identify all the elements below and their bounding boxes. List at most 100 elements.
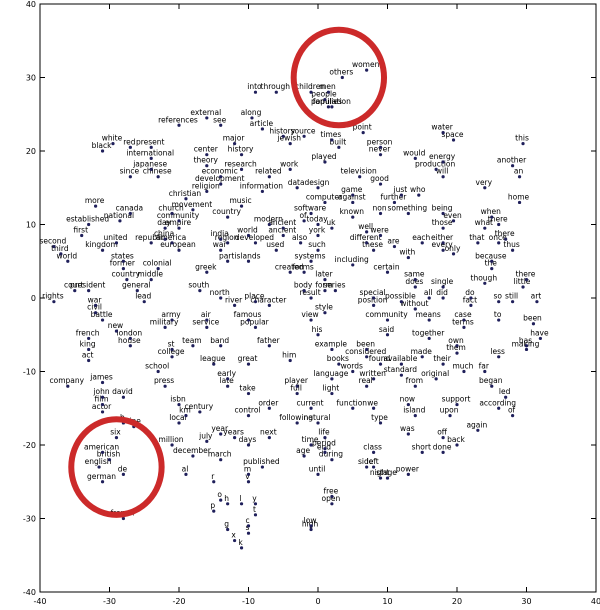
point-label: high — [302, 520, 319, 529]
data-point — [97, 465, 101, 469]
data-point — [385, 318, 390, 322]
point-label: once — [489, 233, 507, 242]
point-label: example — [315, 339, 348, 348]
point-label: international — [126, 148, 174, 157]
point-label: world — [237, 226, 258, 235]
data-point — [149, 278, 153, 282]
point-label: isbn — [170, 395, 186, 404]
point-label: though — [471, 273, 498, 282]
point-label: king — [80, 339, 96, 348]
data-point — [156, 369, 160, 374]
data-point — [219, 432, 223, 436]
point-label: into — [247, 82, 262, 91]
data-point — [490, 384, 494, 388]
point-label: french — [76, 328, 100, 337]
point-label: special — [360, 288, 386, 297]
data-point — [521, 285, 525, 289]
point-label: something — [387, 203, 427, 212]
point-label: early — [217, 369, 236, 378]
point-label: country — [112, 270, 141, 279]
point-label: later — [315, 270, 333, 279]
data-point — [497, 241, 501, 245]
data-point — [372, 296, 376, 300]
data-point — [316, 222, 320, 227]
data-point — [309, 296, 313, 300]
data-point — [337, 145, 341, 149]
data-point — [504, 237, 508, 241]
data-point — [250, 116, 254, 120]
point-label: led — [499, 387, 511, 396]
data-point — [302, 219, 306, 223]
data-point — [121, 395, 125, 399]
point-label: end — [317, 442, 331, 451]
point-label: rights — [42, 292, 64, 301]
point-label: of — [299, 211, 307, 220]
point-label: march — [208, 450, 232, 459]
point-label: school — [145, 362, 169, 371]
point-label: time — [302, 435, 319, 444]
point-label: present — [136, 137, 165, 146]
point-label: references — [158, 115, 198, 124]
data-point — [340, 75, 344, 80]
y-tick-label: -20 — [23, 441, 36, 450]
point-label: natural — [304, 413, 331, 422]
data-point — [462, 318, 466, 322]
data-point — [497, 318, 501, 322]
data-point — [497, 222, 501, 227]
data-point — [483, 369, 487, 374]
point-label: late — [220, 376, 235, 385]
point-label: far — [479, 362, 490, 371]
point-label: water — [431, 123, 453, 132]
point-label: real — [359, 376, 373, 385]
data-point — [326, 105, 331, 109]
point-label: center — [194, 145, 219, 154]
data-point — [385, 476, 390, 480]
point-label: would — [403, 148, 426, 157]
data-point — [330, 458, 334, 462]
data-point — [365, 241, 369, 245]
point-label: p — [210, 501, 215, 510]
data-point — [497, 300, 501, 304]
point-label: people — [311, 90, 337, 99]
point-label: with — [399, 248, 415, 257]
data-point — [302, 454, 306, 458]
data-point — [295, 391, 299, 396]
data-point — [441, 211, 445, 216]
point-label: third — [51, 244, 69, 253]
x-tick-label: -40 — [33, 597, 46, 606]
data-point — [253, 513, 258, 517]
point-label: there — [495, 229, 515, 238]
point-label: books — [327, 354, 349, 363]
point-label: year — [211, 424, 229, 433]
data-point — [128, 336, 132, 341]
point-label: character — [250, 295, 287, 304]
point-label: night — [370, 468, 389, 477]
data-point — [448, 414, 452, 418]
point-label: h — [224, 494, 229, 503]
point-label: type — [371, 413, 388, 422]
data-point — [156, 175, 160, 179]
point-label: c — [245, 516, 249, 525]
point-label: art — [531, 292, 542, 301]
data-point — [392, 244, 397, 249]
data-point — [177, 219, 181, 223]
data-point — [490, 259, 494, 263]
data-point — [441, 450, 445, 454]
point-label: local — [169, 413, 186, 422]
data-point — [531, 322, 536, 326]
point-label: made — [411, 347, 433, 356]
data-point — [267, 222, 271, 227]
data-point — [163, 325, 167, 329]
x-tick-label: 30 — [521, 597, 531, 606]
data-point — [378, 145, 383, 149]
data-point — [451, 219, 456, 223]
data-point — [177, 248, 181, 252]
data-point — [483, 281, 487, 285]
data-point — [417, 193, 421, 197]
point-label: every — [431, 240, 453, 249]
data-point — [316, 186, 320, 190]
data-point — [365, 230, 369, 234]
data-point — [267, 344, 271, 348]
point-label: christian — [169, 189, 202, 198]
data-point — [100, 318, 105, 322]
